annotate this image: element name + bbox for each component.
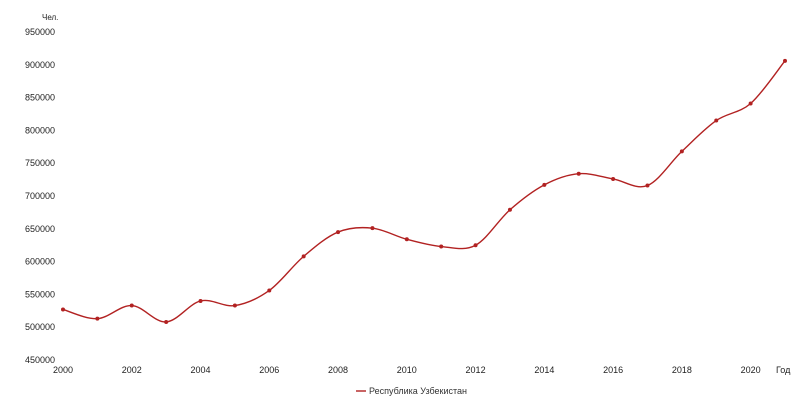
series-line — [62, 60, 786, 323]
data-point — [576, 171, 581, 176]
data-point — [611, 176, 616, 181]
x-axis-label: Год — [776, 365, 791, 375]
data-point — [645, 183, 650, 188]
x-tick-label: 2018 — [672, 365, 692, 375]
y-tick-label: 850000 — [25, 93, 55, 103]
data-point — [714, 118, 719, 123]
legend-label: Республика Узбекистан — [369, 386, 467, 396]
y-axis-ticks: 450000 500000 550000 600000 650000 700000 7500… — [25, 27, 55, 365]
x-tick-label: 2020 — [741, 365, 761, 375]
x-tick-label: 2012 — [466, 365, 486, 375]
x-tick-label: 2016 — [603, 365, 623, 375]
data-point — [95, 316, 100, 321]
y-tick-label: 600000 — [25, 257, 55, 267]
data-point — [129, 303, 134, 308]
x-tick-label: 2000 — [53, 365, 73, 375]
x-tick-label: 2006 — [259, 365, 279, 375]
data-point — [783, 58, 787, 63]
x-tick-label: 2002 — [122, 365, 142, 375]
data-point — [61, 307, 65, 312]
data-point — [473, 243, 478, 248]
y-tick-label: 900000 — [25, 60, 55, 70]
data-point — [164, 319, 169, 324]
y-tick-label: 550000 — [25, 289, 55, 299]
data-point — [301, 254, 306, 259]
data-point — [679, 149, 684, 154]
y-tick-label: 800000 — [25, 125, 55, 135]
data-point — [198, 298, 203, 303]
data-point — [542, 182, 547, 187]
x-tick-label: 2010 — [397, 365, 417, 375]
data-point — [267, 288, 272, 293]
data-point — [232, 303, 237, 308]
data-point — [439, 244, 444, 249]
y-tick-label: 700000 — [25, 191, 55, 201]
legend: Республика Узбекистан — [356, 386, 467, 396]
data-point — [370, 226, 375, 231]
x-axis-ticks: 2000 2002 2004 2006 2008 2010 2012 2014 2016 2018… — [53, 365, 761, 375]
series-group — [61, 58, 787, 324]
y-axis-label: Чел. — [42, 13, 58, 22]
y-tick-label: 450000 — [25, 355, 55, 365]
data-point — [404, 237, 409, 242]
y-tick-label: 950000 — [25, 27, 55, 37]
y-tick-label: 650000 — [25, 224, 55, 234]
y-tick-label: 500000 — [25, 322, 55, 332]
x-tick-label: 2008 — [328, 365, 348, 375]
x-tick-label: 2004 — [191, 365, 211, 375]
data-point — [507, 207, 512, 212]
data-point — [748, 101, 753, 106]
data-point — [336, 230, 341, 235]
y-tick-label: 750000 — [25, 158, 55, 168]
x-tick-label: 2014 — [534, 365, 554, 375]
